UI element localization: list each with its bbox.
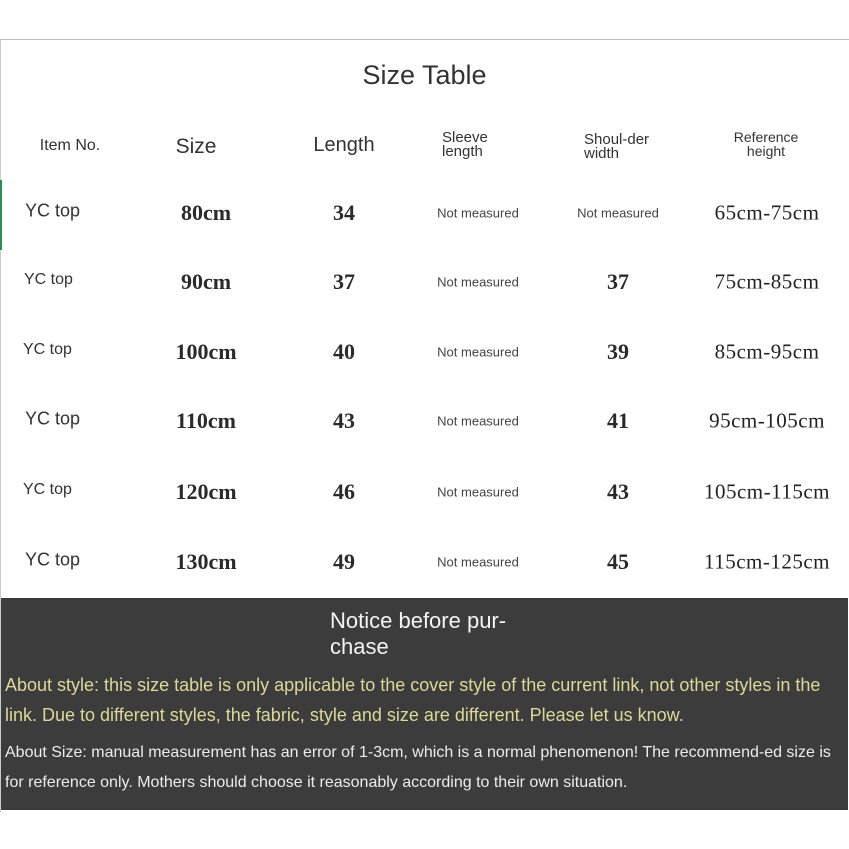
shoulder-width-cell: Not measured bbox=[577, 205, 659, 221]
header-sleeve-length: Sleeve length bbox=[442, 129, 488, 160]
size-cell: 80cm bbox=[180, 200, 232, 225]
item-no-cell: YC top bbox=[25, 408, 81, 429]
sleeve-length-cell: Not measured bbox=[437, 484, 519, 500]
notice-panel: Notice before pur-chase About style: thi… bbox=[1, 598, 848, 810]
table-frame bbox=[0, 39, 849, 812]
size-cell: 110cm bbox=[176, 408, 236, 433]
reference-height-cell: 65cm-75cm bbox=[714, 200, 820, 225]
length-cell: 49 bbox=[333, 549, 355, 574]
size-note: About Size: manual measurement has an er… bbox=[5, 744, 831, 791]
shoulder-width-cell: 45 bbox=[607, 549, 629, 574]
sleeve-length-cell: Not measured bbox=[437, 413, 519, 429]
page-title: Size Table bbox=[362, 60, 487, 90]
reference-height-cell: 115cm-125cm bbox=[703, 549, 831, 574]
item-no-cell: YC top bbox=[25, 200, 81, 221]
style-note: About style: this size table is only app… bbox=[5, 675, 821, 725]
length-cell: 34 bbox=[333, 200, 355, 225]
item-no-cell: YC top bbox=[23, 481, 72, 498]
sleeve-length-cell: Not measured bbox=[437, 205, 519, 221]
sleeve-length-cell: Not measured bbox=[437, 344, 519, 360]
item-no-cell: YC top bbox=[24, 271, 73, 288]
size-cell: 100cm bbox=[175, 339, 237, 364]
shoulder-width-cell: 39 bbox=[607, 339, 629, 364]
accent-line bbox=[0, 180, 2, 250]
header-size: Size bbox=[175, 135, 217, 158]
length-cell: 37 bbox=[333, 269, 355, 294]
shoulder-width-cell: 43 bbox=[607, 479, 629, 504]
item-no-cell: YC top bbox=[25, 549, 81, 570]
header-reference-height: Reference height bbox=[733, 129, 799, 159]
header-shoulder-width: Shoul-der width bbox=[584, 131, 650, 162]
item-no-cell: YC top bbox=[23, 341, 72, 358]
shoulder-width-cell: 41 bbox=[607, 408, 629, 433]
size-cell: 90cm bbox=[180, 269, 232, 294]
size-cell: 120cm bbox=[175, 479, 237, 504]
header-item-no: Item No. bbox=[39, 137, 101, 154]
length-cell: 43 bbox=[333, 408, 355, 433]
reference-height-cell: 85cm-95cm bbox=[714, 339, 820, 364]
reference-height-cell: 105cm-115cm bbox=[703, 479, 831, 504]
sleeve-length-cell: Not measured bbox=[437, 554, 519, 570]
size-cell: 130cm bbox=[175, 549, 237, 574]
shoulder-width-cell: 37 bbox=[607, 269, 629, 294]
header-length: Length bbox=[313, 134, 375, 156]
reference-height-cell: 95cm-105cm bbox=[709, 408, 825, 433]
sleeve-length-cell: Not measured bbox=[437, 274, 519, 290]
reference-height-cell: 75cm-85cm bbox=[714, 269, 820, 294]
length-cell: 46 bbox=[333, 479, 355, 504]
length-cell: 40 bbox=[333, 339, 355, 364]
notice-title: Notice before pur-chase bbox=[330, 608, 507, 659]
